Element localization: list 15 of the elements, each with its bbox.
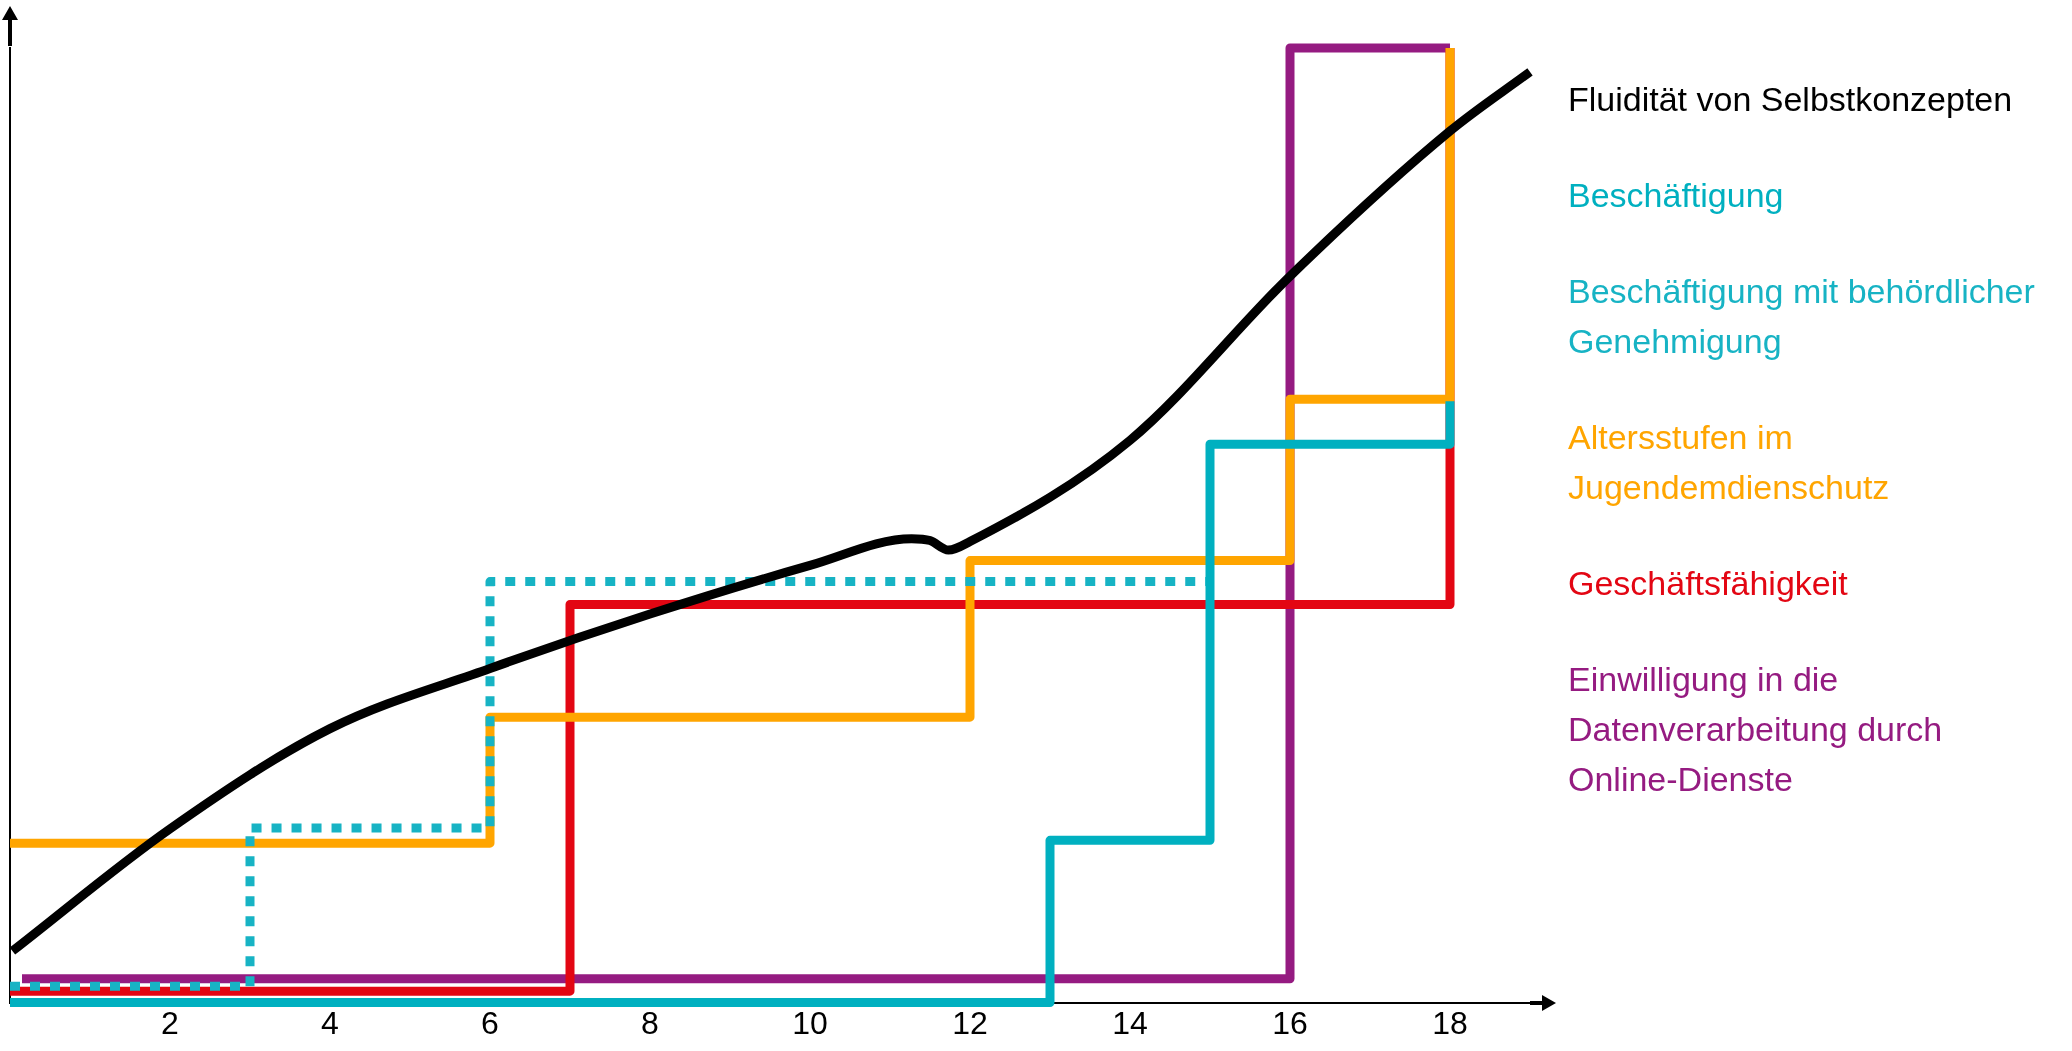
x-tick-label: 12: [952, 1004, 988, 1041]
x-tick-label: 16: [1272, 1004, 1308, 1041]
x-tick-label: 8: [641, 1004, 659, 1041]
text: Beschäftigung mit behördlicher Genehmigung: [1568, 271, 2036, 362]
series-label: Fluidität von Selbstkonzepten: [1568, 79, 2014, 120]
text: Einwilligung in die Datenverarbeitung durch Online-Dienste: [1568, 659, 1944, 800]
x-tick-label: 14: [1112, 1004, 1148, 1041]
text: Beschäftigung: [1568, 175, 1785, 216]
x-tick-label: 6: [481, 1004, 499, 1041]
x-tick-label: 18: [1432, 1004, 1468, 1041]
text: Altersstufen im Jugendemdienschutz: [1568, 417, 1891, 508]
x-tick-label: 10: [792, 1004, 828, 1041]
text: Geschäftsfähigkeit: [1568, 563, 1849, 604]
x-tick-label: 4: [321, 1004, 339, 1041]
x-tick-label: 2: [161, 1004, 179, 1041]
